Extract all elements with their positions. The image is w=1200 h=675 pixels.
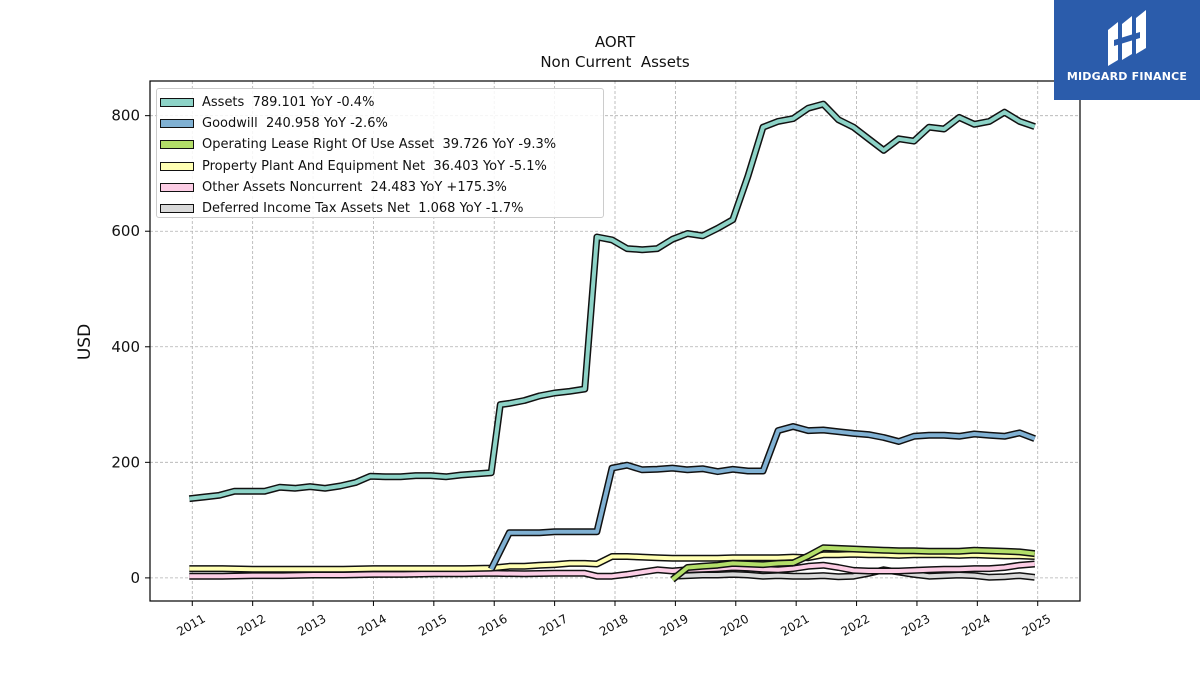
legend-swatch (160, 98, 194, 108)
x-tick-label: 2020 (718, 611, 751, 638)
legend-label: Other Assets Noncurrent 24.483 YoY +175.… (202, 179, 507, 195)
legend-label: Property Plant And Equipment Net 36.403 … (202, 158, 547, 174)
y-tick-label: 200 (111, 453, 140, 471)
legend-swatch (160, 119, 194, 129)
legend-swatch (160, 140, 194, 150)
x-tick-label: 2023 (899, 611, 932, 638)
x-tick-label: 2022 (839, 611, 872, 638)
y-tick-label: 600 (111, 222, 140, 240)
y-tick-label: 800 (111, 107, 140, 125)
x-tick-label: 2011 (174, 611, 207, 638)
x-tick-label: 2014 (355, 611, 388, 638)
x-tick-label: 2017 (537, 611, 570, 638)
chart-legend: Assets 789.101 YoY -0.4% Goodwill 240.958… (156, 88, 604, 218)
legend-item: Deferred Income Tax Assets Net 1.068 YoY… (157, 198, 603, 219)
x-tick-label: 2025 (1020, 611, 1053, 638)
x-tick-label: 2024 (959, 611, 992, 638)
legend-item: Goodwill 240.958 YoY -2.6% (157, 113, 603, 134)
y-axis-label: USD (75, 324, 95, 360)
series-line (189, 102, 1036, 501)
legend-label: Operating Lease Right Of Use Asset 39.72… (202, 137, 557, 153)
x-tick-label: 2019 (657, 611, 690, 638)
brand-logo: MIDGARD FINANCE (1054, 0, 1200, 100)
series-line (189, 552, 1035, 572)
legend-item: Operating Lease Right Of Use Asset 39.72… (157, 134, 603, 155)
chart-subtitle: Non Current Assets (540, 53, 690, 71)
series-line-outline (488, 423, 1036, 571)
brand-name: MIDGARD FINANCE (1066, 70, 1188, 83)
legend-item: Property Plant And Equipment Net 36.403 … (157, 156, 603, 177)
legend-label: Goodwill 240.958 YoY -2.6% (202, 116, 388, 132)
legend-item: Other Assets Noncurrent 24.483 YoY +175.… (157, 177, 603, 198)
series-line (672, 567, 1035, 580)
legend-swatch (160, 182, 194, 192)
x-tick-label: 2018 (597, 611, 630, 638)
legend-swatch (160, 204, 194, 214)
y-tick-label: 0 (130, 569, 140, 587)
x-tick-label: 2021 (778, 611, 811, 638)
x-tick-label: 2013 (295, 611, 328, 638)
legend-label: Deferred Income Tax Assets Net 1.068 YoY… (202, 201, 524, 217)
y-tick-label: 400 (111, 338, 140, 356)
series-line (489, 424, 1036, 571)
chart-title: AORT (595, 33, 636, 51)
x-tick-label: 2012 (235, 611, 268, 638)
x-tick-label: 2015 (416, 611, 449, 638)
x-tick-label: 2016 (476, 611, 509, 638)
midgard-logo-icon (1108, 10, 1146, 66)
legend-label: Assets 789.101 YoY -0.4% (202, 95, 375, 111)
legend-item: Assets 789.101 YoY -0.4% (157, 92, 603, 113)
legend-swatch (160, 161, 194, 171)
series-line (671, 545, 1035, 582)
